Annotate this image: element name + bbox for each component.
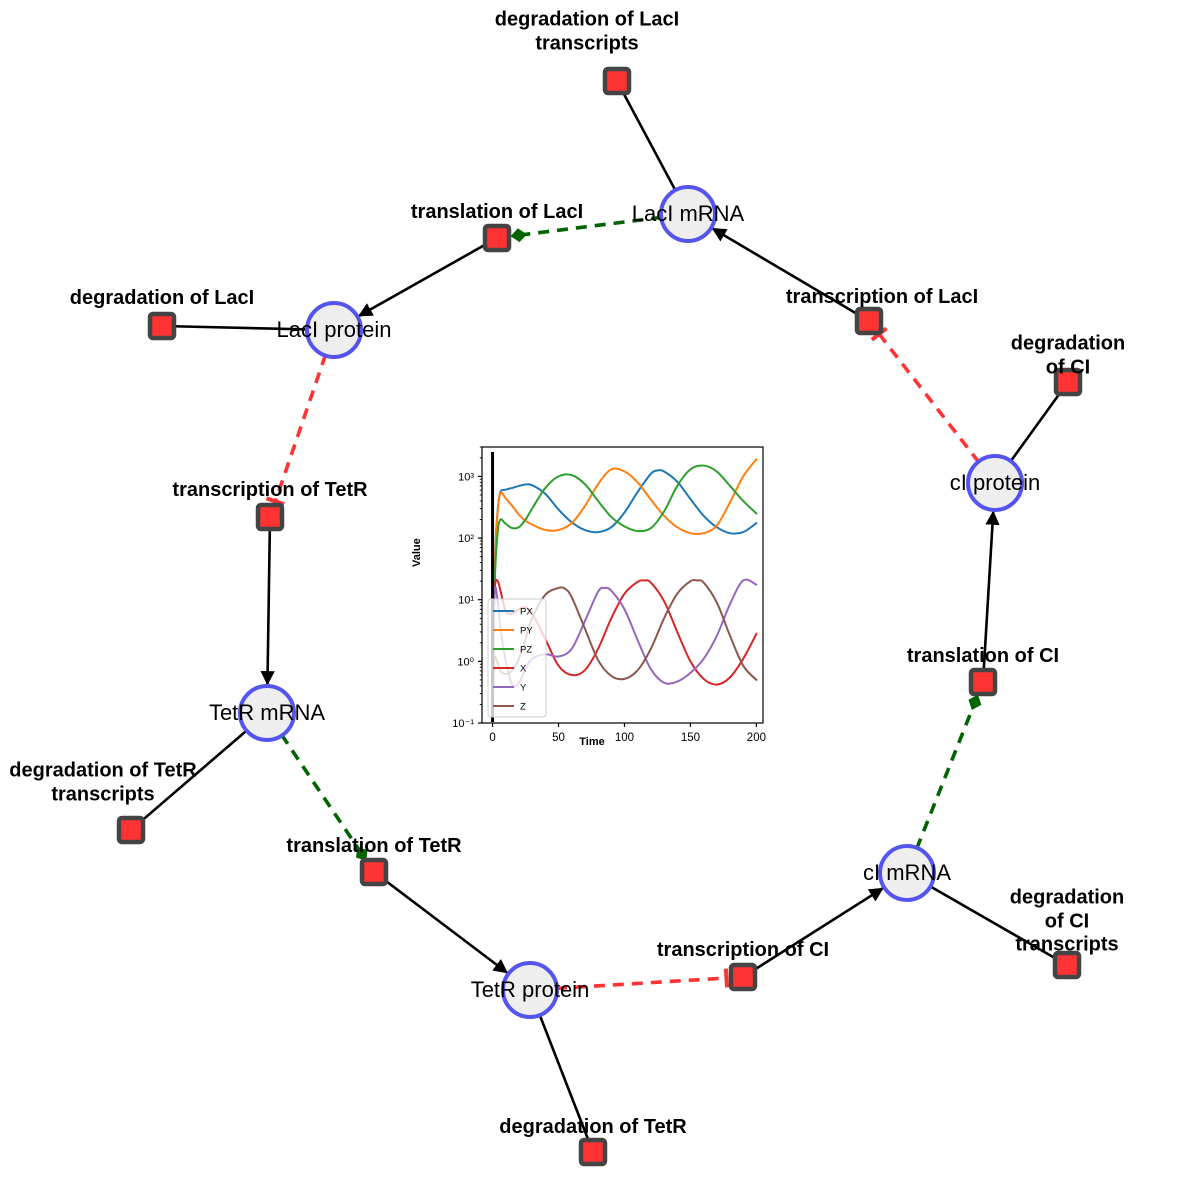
edge [870,326,981,464]
y-axis-ticks: 10⁻¹ 10⁰ 10¹ 10² 10³ [452,446,482,730]
edge [358,242,489,317]
series-line-PX [491,469,758,663]
species-node[interactable] [305,301,363,359]
series-line-X [491,578,758,720]
legend-label-Z: Z [520,702,526,713]
species-node[interactable] [659,185,717,243]
species-node[interactable] [878,844,936,902]
legend-label-Y: Y [520,683,527,694]
reaction-node[interactable] [602,66,632,96]
y-axis-label: Value [411,538,423,567]
reaction-node[interactable] [482,223,512,253]
legend-label-PZ: PZ [520,645,532,656]
reaction-node[interactable] [968,667,998,697]
edge-layer [138,90,1063,1143]
edge [265,354,328,507]
y-tick-label: 10³ [458,471,474,483]
edge [538,1013,591,1143]
node-layer [116,66,1083,1167]
inset-timeseries-plot: 10⁻¹ 10⁰ 10¹ 10² 10³ 0 50 100 150 200 PX PY PZ X Y Z … [411,443,767,758]
reaction-node[interactable] [359,857,389,887]
x-tick-label: 100 [615,732,634,744]
reaction-node[interactable] [116,815,146,845]
edge [555,968,730,991]
inset-plot-svg: 10⁻¹ 10⁰ 10¹ 10² 10³ 0 50 100 150 200 PX PY PZ XYZ [417,443,767,758]
x-axis-label: Time [579,736,605,748]
edge [751,887,884,973]
reaction-node[interactable] [728,962,758,992]
series-line-PY [491,458,758,663]
species-node[interactable] [501,961,559,1019]
species-node[interactable] [966,454,1024,512]
reaction-node[interactable] [854,306,884,336]
edge [172,324,309,331]
edge [138,728,249,824]
series-layer [491,458,758,720]
edge [280,733,368,861]
x-tick-label: 50 [552,732,565,744]
edge [510,215,663,243]
plot-legend: PX PY PZ XYZ [487,598,547,718]
edge [381,877,509,974]
x-tick-label: 200 [747,732,766,744]
y-tick-label: 10² [458,533,474,545]
x-tick-label: 150 [681,732,700,744]
edge [928,884,1059,961]
reaction-node[interactable] [255,502,285,532]
edge [1009,390,1063,463]
legend-label-PX: PX [520,607,533,618]
edge [260,527,275,686]
species-node[interactable] [238,684,296,742]
edge [621,90,677,192]
x-tick-label: 0 [489,732,495,744]
y-tick-label: 10⁻¹ [452,718,474,730]
reaction-node[interactable] [1053,367,1083,397]
series-line-PZ [491,464,758,663]
legend-box [487,598,547,718]
edge [982,510,1000,672]
reaction-node[interactable] [1052,950,1082,980]
legend-label-PY: PY [520,626,533,637]
x-axis-ticks: 0 50 100 150 200 [489,723,766,744]
reaction-node[interactable] [578,1137,608,1167]
reaction-node[interactable] [147,311,177,341]
legend-label-X: X [520,664,527,675]
edge [711,227,861,317]
y-tick-label: 10¹ [458,595,474,607]
edge [914,694,982,850]
y-tick-label: 10⁰ [457,656,474,668]
